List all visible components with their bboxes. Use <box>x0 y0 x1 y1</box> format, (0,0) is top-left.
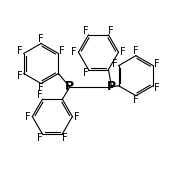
Text: F: F <box>38 83 44 93</box>
Text: F: F <box>37 90 43 100</box>
Text: F: F <box>17 71 23 81</box>
Text: F: F <box>108 26 113 36</box>
Text: F: F <box>112 58 118 69</box>
Text: F: F <box>154 58 160 69</box>
Text: F: F <box>38 34 44 44</box>
Text: F: F <box>17 46 23 56</box>
Text: F: F <box>59 46 65 56</box>
Text: F: F <box>133 95 139 105</box>
Text: F: F <box>62 133 67 143</box>
Text: F: F <box>37 133 43 143</box>
Text: F: F <box>74 112 80 122</box>
Text: F: F <box>83 26 89 36</box>
Text: F: F <box>154 83 160 93</box>
Text: F: F <box>133 46 139 56</box>
Text: P: P <box>65 81 74 93</box>
Text: F: F <box>83 68 89 78</box>
Text: F: F <box>71 47 77 57</box>
Text: F: F <box>120 47 126 57</box>
Text: F: F <box>25 112 31 122</box>
Text: P: P <box>107 81 116 93</box>
